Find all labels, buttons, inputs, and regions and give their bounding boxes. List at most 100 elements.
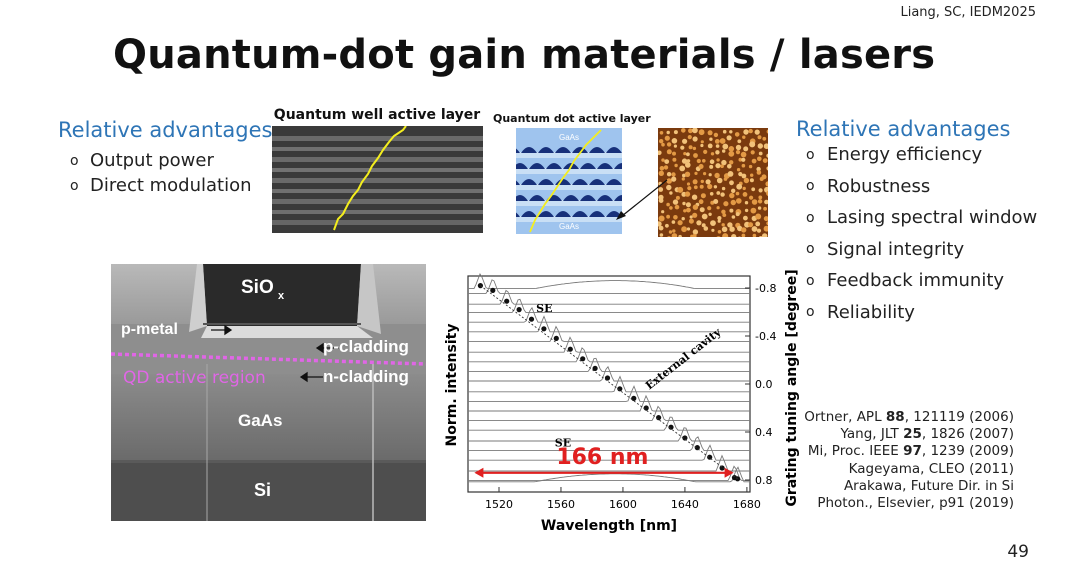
afm-dot <box>750 207 757 214</box>
list-item: o Lasing spectral window <box>806 202 1037 234</box>
afm-dot <box>762 136 767 141</box>
afm-dot <box>758 236 763 237</box>
afm-dot <box>757 156 762 162</box>
cavity-point <box>631 395 637 401</box>
afm-dot <box>708 173 712 177</box>
afm-dot <box>759 177 764 181</box>
afm-dot <box>705 179 711 185</box>
afm-dot <box>683 152 687 156</box>
qd-dot <box>516 180 520 185</box>
x-axis-label: Wavelength [nm] <box>541 518 677 534</box>
bullet-icon: o <box>806 272 815 289</box>
afm-dot <box>701 213 708 220</box>
afm-dot <box>758 151 763 156</box>
qd-dot <box>546 163 562 169</box>
sio-subscript: x <box>278 290 285 302</box>
afm-dot <box>729 208 734 213</box>
afm-dot <box>715 150 720 155</box>
afm-dot <box>658 198 664 203</box>
qd-dot <box>563 195 579 201</box>
afm-dot <box>752 233 757 237</box>
list-item: o Signal integrity <box>806 234 1037 266</box>
spectrum-trace <box>468 427 750 442</box>
qd-dot <box>572 179 588 185</box>
afm-dot <box>699 184 704 189</box>
afm-dot <box>728 146 735 152</box>
afm-dot <box>709 192 714 196</box>
spectra-traces <box>468 272 750 483</box>
spectrum-trace <box>468 394 750 412</box>
afm-dot <box>666 178 672 184</box>
afm-dot <box>671 176 677 182</box>
afm-dot <box>730 199 736 206</box>
afm-dot <box>736 183 743 190</box>
afm-dot <box>700 140 704 144</box>
afm-dot <box>658 170 664 176</box>
list-item-label: Output power <box>90 150 214 171</box>
qd-dot <box>580 195 596 201</box>
qw-yellow-trace <box>333 126 407 231</box>
span-arrow <box>474 467 734 478</box>
afm-dot <box>734 132 740 137</box>
qd-dotted-line <box>111 352 426 366</box>
afm-dot <box>766 129 768 134</box>
afm-dot <box>671 233 678 237</box>
afm-dot <box>692 233 697 237</box>
afm-dot <box>688 145 693 150</box>
afm-dot <box>683 209 687 213</box>
bullet-icon: o <box>806 146 815 163</box>
afm-dot <box>736 168 741 172</box>
p-cladding-label: p-cladding <box>323 337 409 356</box>
afm-dot <box>735 191 740 196</box>
afm-dot <box>755 221 761 227</box>
afm-dot <box>743 215 748 221</box>
afm-dot <box>721 159 727 166</box>
afm-dot <box>736 198 742 204</box>
afm-dot <box>696 158 701 164</box>
qw-image-label: Quantum well active layer <box>273 107 481 123</box>
afm-dot <box>663 165 669 170</box>
right-advantages-heading: Relative advantages <box>796 117 1011 141</box>
afm-dot <box>749 141 756 148</box>
qd-dot <box>597 195 613 201</box>
afm-dot <box>716 158 720 162</box>
qd-dot <box>614 163 622 169</box>
left-advantages: Relative advantages o Output power o Direc… <box>58 118 272 198</box>
afm-dot <box>714 139 720 144</box>
se-top-label: SE <box>536 302 552 315</box>
afm-dot <box>673 144 677 148</box>
cavity-point <box>528 316 535 322</box>
afm-dot <box>741 233 746 237</box>
qd-dot <box>516 163 528 169</box>
afm-dot <box>673 215 678 220</box>
afm-dot <box>747 222 754 228</box>
afm-dot <box>689 215 693 219</box>
qd-dot <box>589 211 605 217</box>
reference-item: Yang, JLT 25, 1826 (2007) <box>840 426 1014 443</box>
spectrum-trace <box>468 298 750 314</box>
afm-dot <box>766 166 768 171</box>
spectrum-trace <box>468 444 750 461</box>
sio-label: SiO <box>241 277 274 298</box>
afm-dot <box>684 171 691 177</box>
afm-dot <box>661 142 665 147</box>
afm-dot <box>744 201 749 205</box>
afm-dot <box>735 150 741 155</box>
afm-dot <box>667 236 671 237</box>
afm-dot <box>673 130 678 135</box>
afm-dot <box>669 191 673 195</box>
afm-dot <box>727 222 733 228</box>
qd-dot <box>572 211 588 217</box>
afm-dot <box>707 130 713 136</box>
right-axis-ticks: -0.8 -0.4 0.0 0.4 0.8 <box>745 282 776 487</box>
afm-dot <box>693 153 698 158</box>
qd-bottom-label: GaAs <box>559 222 579 231</box>
qd-dot <box>521 147 537 153</box>
afm-dot <box>659 166 665 171</box>
afm-dot <box>703 226 709 231</box>
cavity-point <box>553 335 559 341</box>
afm-dot <box>764 199 768 205</box>
afm-dot <box>737 139 742 144</box>
afm-dot <box>672 157 677 162</box>
afm-dot <box>671 172 676 177</box>
